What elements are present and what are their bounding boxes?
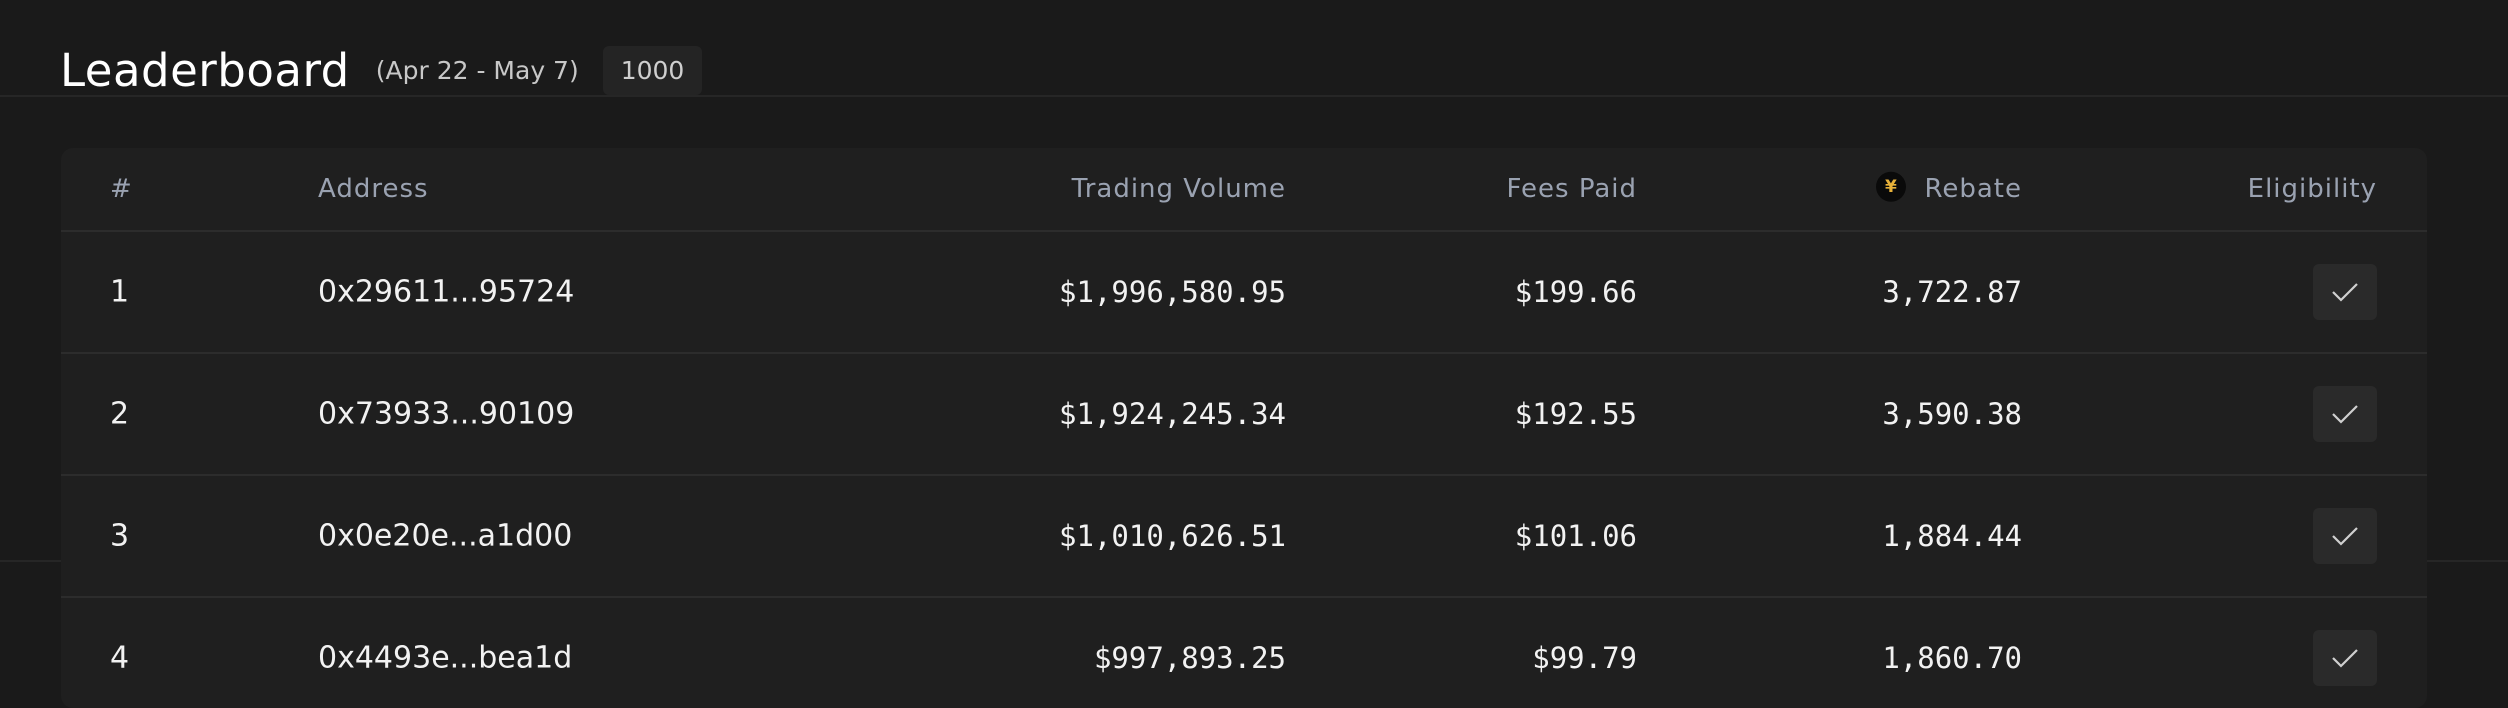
eligibility-cell bbox=[2313, 264, 2377, 320]
rebate-label: Rebate bbox=[1924, 173, 2022, 204]
column-header-rebate: ¥ Rebate bbox=[1876, 171, 2022, 205]
check-icon bbox=[2332, 283, 2358, 302]
fees-cell: $192.55 bbox=[1514, 397, 1637, 431]
rebate-cell: 1,860.70 bbox=[1882, 641, 2022, 675]
date-range: (Apr 22 - May 7) bbox=[375, 55, 579, 85]
fees-cell: $199.66 bbox=[1514, 275, 1637, 309]
address-cell[interactable]: 0x4493e...bea1d bbox=[318, 640, 573, 676]
check-icon bbox=[2332, 649, 2358, 668]
rebate-cell: 1,884.44 bbox=[1882, 519, 2022, 553]
check-icon bbox=[2332, 405, 2358, 424]
table-row: 2 0x73933...90109 $1,924,245.34 $192.55 … bbox=[61, 354, 2427, 476]
eligibility-check-badge bbox=[2313, 508, 2377, 564]
fees-cell: $99.79 bbox=[1532, 641, 1637, 675]
address-cell[interactable]: 0x73933...90109 bbox=[318, 396, 575, 432]
rank-cell: 3 bbox=[110, 518, 130, 554]
address-cell[interactable]: 0x29611...95724 bbox=[318, 274, 575, 310]
volume-cell: $1,996,580.95 bbox=[1059, 275, 1286, 309]
eligibility-check-badge bbox=[2313, 264, 2377, 320]
eligibility-cell bbox=[2313, 508, 2377, 564]
column-header-fees: Fees Paid bbox=[1506, 174, 1637, 204]
eligibility-check-badge bbox=[2313, 630, 2377, 686]
rebate-cell: 3,590.38 bbox=[1882, 397, 2022, 431]
rank-cell: 1 bbox=[110, 274, 130, 310]
rank-cell: 2 bbox=[110, 396, 130, 432]
column-header-eligibility: Eligibility bbox=[2247, 174, 2377, 204]
column-header-rank: # bbox=[110, 174, 133, 204]
table-row: 4 0x4493e...bea1d $997,893.25 $99.79 1,8… bbox=[61, 598, 2427, 708]
count-badge: 1000 bbox=[602, 45, 703, 95]
column-header-address: Address bbox=[318, 174, 429, 204]
eligibility-cell bbox=[2313, 630, 2377, 686]
check-icon bbox=[2332, 527, 2358, 546]
volume-cell: $1,010,626.51 bbox=[1059, 519, 1286, 553]
token-logo-icon: ¥ bbox=[1876, 171, 1907, 202]
background-grid-line bbox=[0, 95, 2508, 97]
rank-cell: 4 bbox=[110, 640, 130, 676]
eligibility-cell bbox=[2313, 386, 2377, 442]
table-row: 1 0x29611...95724 $1,996,580.95 $199.66 … bbox=[61, 232, 2427, 354]
column-header-volume: Trading Volume bbox=[1071, 174, 1286, 204]
rebate-cell: 3,722.87 bbox=[1882, 275, 2022, 309]
eligibility-check-badge bbox=[2313, 386, 2377, 442]
fees-cell: $101.06 bbox=[1514, 519, 1637, 553]
volume-cell: $1,924,245.34 bbox=[1059, 397, 1286, 431]
table-header: # Address Trading Volume Fees Paid ¥ Reba… bbox=[61, 148, 2427, 232]
volume-cell: $997,893.25 bbox=[1093, 641, 1286, 675]
leaderboard-table: # Address Trading Volume Fees Paid ¥ Reba… bbox=[61, 148, 2427, 708]
page-title: Leaderboard bbox=[60, 43, 350, 97]
address-cell[interactable]: 0x0e20e...a1d00 bbox=[318, 518, 573, 554]
table-row: 3 0x0e20e...a1d00 $1,010,626.51 $101.06 … bbox=[61, 476, 2427, 598]
leaderboard-header: Leaderboard (Apr 22 - May 7) 1000 bbox=[60, 40, 703, 100]
